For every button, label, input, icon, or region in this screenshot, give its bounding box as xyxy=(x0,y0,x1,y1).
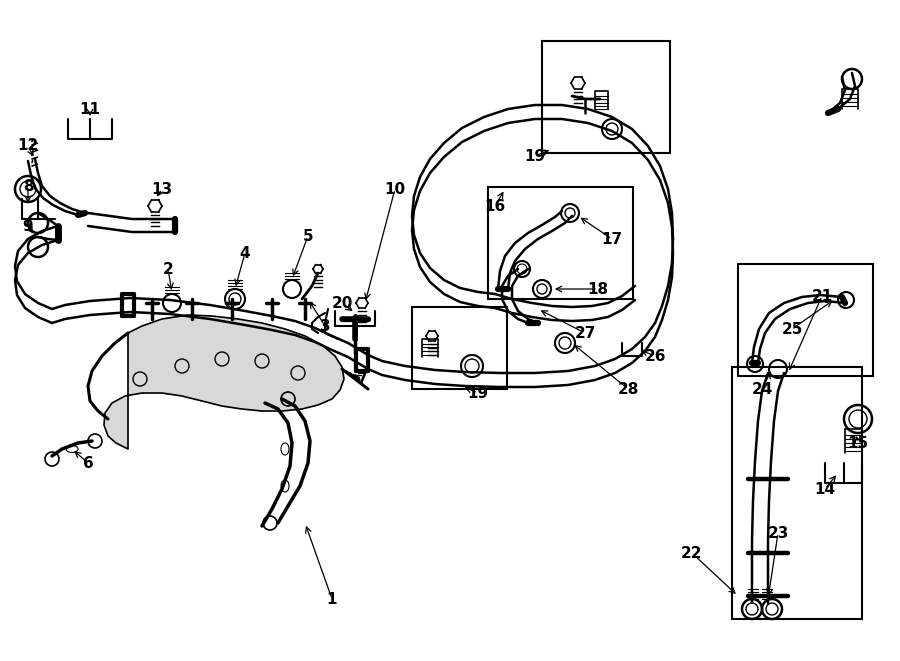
Text: 9: 9 xyxy=(22,219,33,233)
Text: 18: 18 xyxy=(588,282,608,297)
Text: 21: 21 xyxy=(812,288,833,303)
Text: 26: 26 xyxy=(644,348,666,364)
Bar xyxy=(738,264,873,376)
Text: 7: 7 xyxy=(356,371,367,387)
Text: 14: 14 xyxy=(814,481,835,496)
Text: 11: 11 xyxy=(79,102,101,116)
Text: 19: 19 xyxy=(525,149,545,163)
Text: 25: 25 xyxy=(781,321,803,336)
Text: 6: 6 xyxy=(83,455,94,471)
Bar xyxy=(488,187,633,299)
Text: 2: 2 xyxy=(163,262,174,276)
Text: 17: 17 xyxy=(601,231,623,247)
Text: 1: 1 xyxy=(327,592,338,607)
Text: 8: 8 xyxy=(22,178,33,194)
Text: 23: 23 xyxy=(768,525,788,541)
Text: 12: 12 xyxy=(17,139,39,153)
Text: 15: 15 xyxy=(848,436,868,451)
Text: 24: 24 xyxy=(752,381,773,397)
Polygon shape xyxy=(104,315,344,449)
Text: 19: 19 xyxy=(467,385,489,401)
Text: 3: 3 xyxy=(320,319,330,334)
Bar xyxy=(542,41,670,153)
Text: 4: 4 xyxy=(239,245,250,260)
Bar xyxy=(732,367,862,619)
Text: 5: 5 xyxy=(302,229,313,243)
Text: 10: 10 xyxy=(384,182,406,196)
Text: 28: 28 xyxy=(617,381,639,397)
Text: 13: 13 xyxy=(151,182,173,196)
Text: 22: 22 xyxy=(681,545,703,561)
Bar xyxy=(412,307,507,389)
Text: 16: 16 xyxy=(484,198,506,214)
Text: 27: 27 xyxy=(574,325,596,340)
Text: 20: 20 xyxy=(331,295,353,311)
